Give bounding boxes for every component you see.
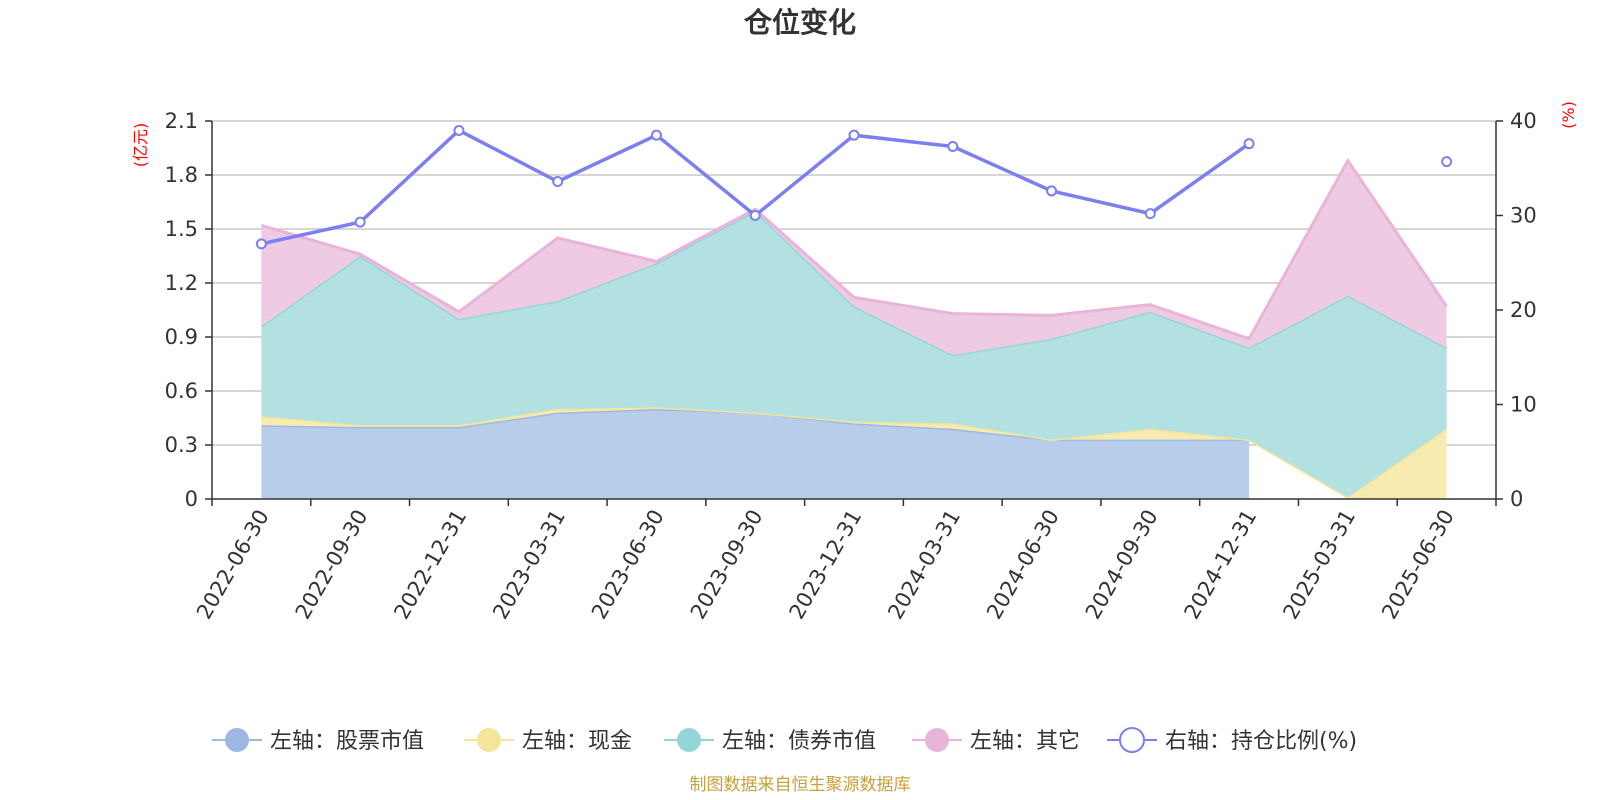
- legend-swatch-marker: [1119, 727, 1145, 753]
- x-tick-label: 2023-12-31: [785, 506, 867, 624]
- ratio-line-series: [255, 124, 1453, 250]
- left-tick-label: 1.8: [165, 163, 198, 187]
- legend-item: 左轴：现金: [464, 728, 632, 754]
- ratio-point: [1046, 185, 1058, 197]
- area-fill-左轴：其它: [261, 160, 1447, 355]
- legend-label: 左轴：债券市值: [722, 729, 876, 754]
- x-tick-label: 2024-09-30: [1081, 506, 1163, 624]
- ratio-point: [947, 141, 959, 153]
- legend-swatch-marker: [677, 728, 701, 752]
- x-tick-label: 2022-12-31: [389, 506, 471, 624]
- right-tick-label: 30: [1510, 204, 1537, 228]
- data-source-note: 制图数据来自恒生聚源数据库: [690, 775, 911, 795]
- left-axis-unit: (亿元): [131, 123, 150, 168]
- left-tick-label: 0.3: [165, 433, 198, 457]
- ratio-point: [552, 175, 564, 187]
- x-tick-label: 2024-03-31: [883, 506, 965, 624]
- ratio-point: [1144, 208, 1156, 220]
- left-tick-label: 1.2: [165, 271, 198, 295]
- right-tick-label: 0: [1510, 487, 1523, 511]
- left-tick-label: 0: [185, 487, 198, 511]
- x-tick-label: 2022-06-30: [192, 506, 274, 624]
- left-tick-label: 1.5: [165, 217, 198, 241]
- x-tick-label: 2023-03-31: [488, 506, 570, 624]
- ratio-point: [848, 129, 860, 141]
- ratio-point: [1441, 156, 1453, 168]
- area-fill-左轴：债券市值: [261, 211, 1447, 498]
- x-tick-label: 2024-12-31: [1180, 506, 1262, 624]
- legend: 左轴：股票市值 左轴：现金 左轴：债券市值 左轴：其它 右轴：持仓比例(%): [212, 727, 1357, 754]
- legend-label: 左轴：现金: [522, 729, 632, 754]
- ratio-point: [749, 210, 761, 221]
- legend-item: 左轴：其它: [912, 728, 1080, 754]
- ratio-point: [255, 238, 267, 250]
- legend-label: 左轴：其它: [970, 729, 1080, 754]
- ratio-point: [453, 124, 465, 136]
- ratio-point: [354, 216, 366, 228]
- x-tick-label: 2024-06-30: [982, 506, 1064, 624]
- x-tick-label: 2023-06-30: [587, 506, 669, 624]
- area-line-左轴：其它: [260, 157, 1448, 341]
- ratio-point: [650, 129, 662, 141]
- area-series: [260, 157, 1448, 499]
- legend-swatch-marker: [477, 728, 501, 752]
- legend-item: 右轴：持仓比例(%): [1107, 727, 1357, 754]
- right-tick-label: 40: [1510, 109, 1537, 133]
- legend-swatch-marker: [225, 728, 249, 752]
- x-tick-label: 2022-09-30: [291, 506, 373, 624]
- legend-swatch-marker: [925, 728, 949, 752]
- legend-label: 右轴：持仓比例(%): [1165, 729, 1357, 754]
- right-tick-label: 20: [1510, 298, 1537, 322]
- x-tick-label: 2025-06-30: [1377, 506, 1459, 624]
- right-tick-label: 10: [1510, 393, 1537, 417]
- x-tick-label: 2025-03-31: [1278, 506, 1360, 624]
- left-tick-label: 2.1: [165, 109, 198, 133]
- legend-item: 左轴：股票市值: [212, 728, 424, 754]
- area-fill-左轴：股票市值: [261, 409, 1250, 499]
- legend-label: 左轴：股票市值: [270, 729, 424, 754]
- left-tick-label: 0.6: [165, 379, 198, 403]
- ratio-point: [1243, 138, 1255, 150]
- left-tick-label: 0.9: [165, 325, 198, 349]
- right-axis-unit: (%): [1559, 101, 1578, 129]
- x-tick-label: 2023-09-30: [686, 506, 768, 624]
- chart-title: 仓位变化: [744, 6, 856, 39]
- legend-item: 左轴：债券市值: [664, 728, 876, 754]
